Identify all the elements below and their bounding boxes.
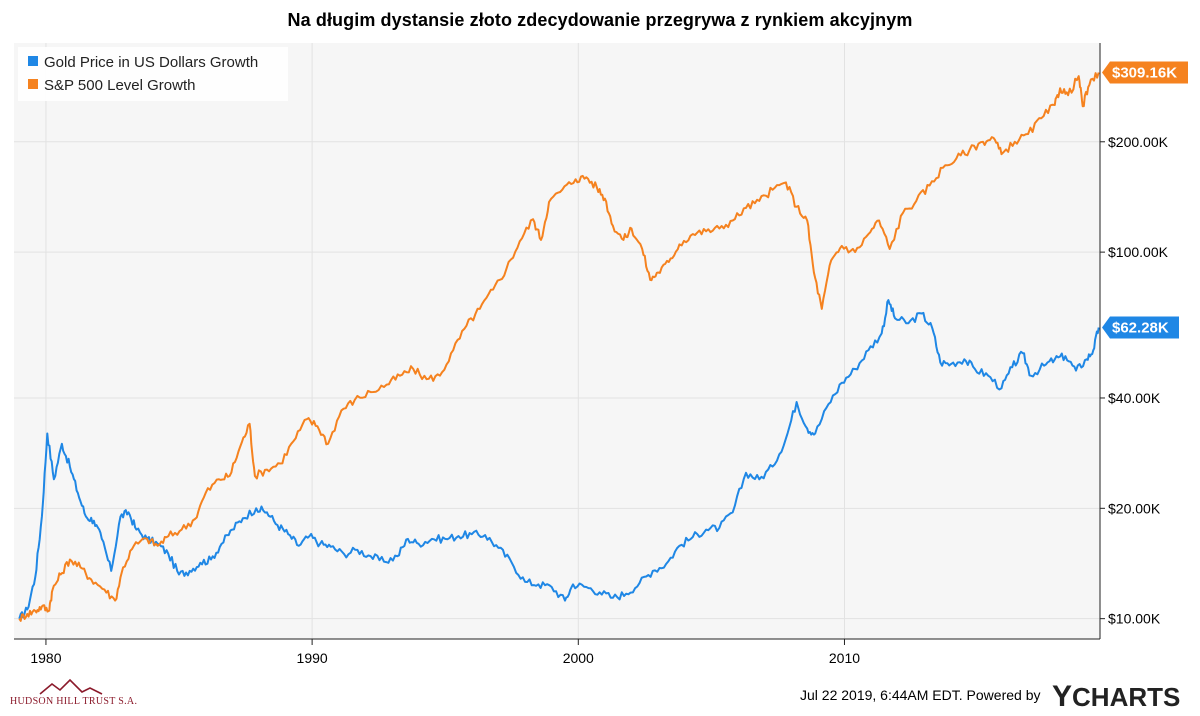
x-tick-label: 2000 <box>563 650 594 666</box>
legend-swatch-sp500 <box>28 79 38 89</box>
grid-lines <box>14 43 1100 639</box>
x-tick-label: 2010 <box>829 650 860 666</box>
end-label-sp500: $309.16K <box>1102 61 1188 84</box>
brand-logo: HUDSON HILL TRUST S.A. <box>10 674 150 714</box>
series-line-gold <box>18 299 1100 619</box>
x-axis-ticks: 1980 1990 2000 2010 <box>30 639 860 666</box>
legend-background <box>18 47 288 101</box>
series-lines <box>18 72 1100 622</box>
ycharts-logo[interactable]: YCHARTS <box>1052 680 1180 714</box>
plot-background <box>14 43 1100 639</box>
y-axis-ticks: $10.00K $20.00K $40.00K $100.00K $200.00K <box>1100 134 1169 627</box>
footer-text: Jul 22 2019, 6:44AM EDT. Powered by <box>800 687 1040 703</box>
end-label-background <box>1102 316 1179 339</box>
y-tick-label: $100.00K <box>1108 244 1169 260</box>
brand-name: HUDSON HILL TRUST S.A. <box>10 696 138 707</box>
end-label-value: $309.16K <box>1112 64 1177 81</box>
ycharts-logo-rest: CHARTS <box>1072 682 1181 712</box>
ycharts-logo-y: Y <box>1052 680 1073 713</box>
end-label-gold: $62.28K <box>1102 316 1179 339</box>
footer-timestamp: Jul 22 2019, 6:44AM EDT. <box>800 687 963 703</box>
legend: Gold Price in US Dollars Growth S&P 500 … <box>18 47 288 101</box>
axes <box>14 43 1101 640</box>
y-tick-label: $20.00K <box>1108 500 1161 516</box>
legend-item-sp500: S&P 500 Level Growth <box>44 77 195 94</box>
chart-title: Na długim dystansie złoto zdecydowanie p… <box>287 10 913 30</box>
footer-powered-by: Powered by <box>966 687 1041 703</box>
series-line-sp500 <box>18 72 1100 622</box>
y-tick-label: $40.00K <box>1108 390 1161 406</box>
end-label-value: $62.28K <box>1112 319 1169 336</box>
y-tick-label: $200.00K <box>1108 134 1169 150</box>
end-labels: $62.28K $309.16K <box>1102 61 1188 339</box>
end-label-background <box>1102 61 1188 84</box>
mountain-logo-icon <box>39 678 103 695</box>
legend-item-gold: Gold Price in US Dollars Growth <box>44 54 258 71</box>
x-tick-label: 1980 <box>30 650 61 666</box>
x-tick-label: 1990 <box>297 650 328 666</box>
y-tick-label: $10.00K <box>1108 611 1161 627</box>
legend-swatch-gold <box>28 56 38 66</box>
